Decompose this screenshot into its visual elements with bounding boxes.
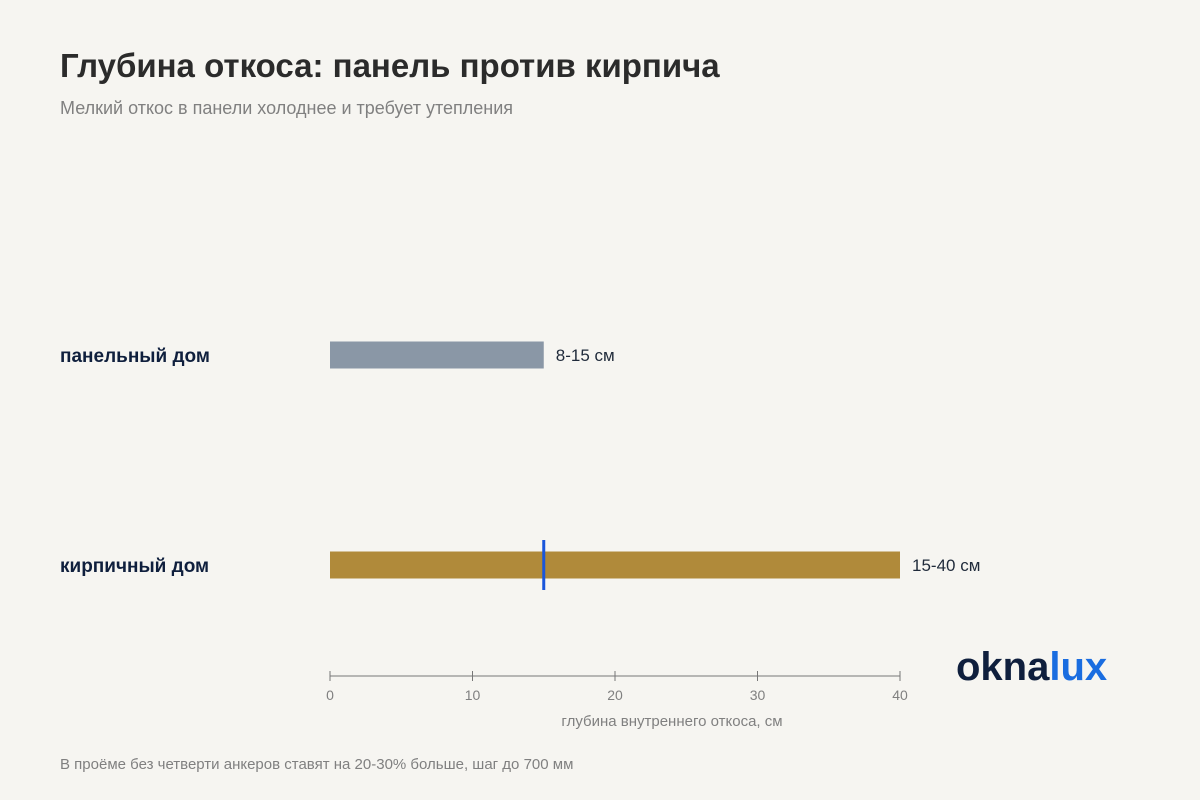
x-tick-label: 10 [465,687,481,703]
logo-part: okna [956,645,1050,689]
category-label: панельный дом [60,346,210,367]
logo: oknalux [956,645,1107,689]
bar [330,341,544,369]
x-tick-label: 40 [892,687,908,703]
x-tick-label: 20 [607,687,623,703]
bar [330,551,900,579]
x-tick-label: 30 [750,687,766,703]
logo-part: lux [1049,645,1107,689]
x-axis-title: глубина внутреннего откоса, см [561,713,782,730]
value-label: 15-40 см [912,556,980,575]
value-label: 8-15 см [556,346,615,365]
chart-title: Глубина откоса: панель против кирпича [60,47,720,84]
x-tick-label: 0 [326,687,334,703]
chart-subtitle: Мелкий откос в панели холоднее и требует… [60,98,513,118]
category-label: кирпичный дом [60,556,209,577]
footnote: В проёме без четверти анкеров ставят на … [60,756,573,773]
